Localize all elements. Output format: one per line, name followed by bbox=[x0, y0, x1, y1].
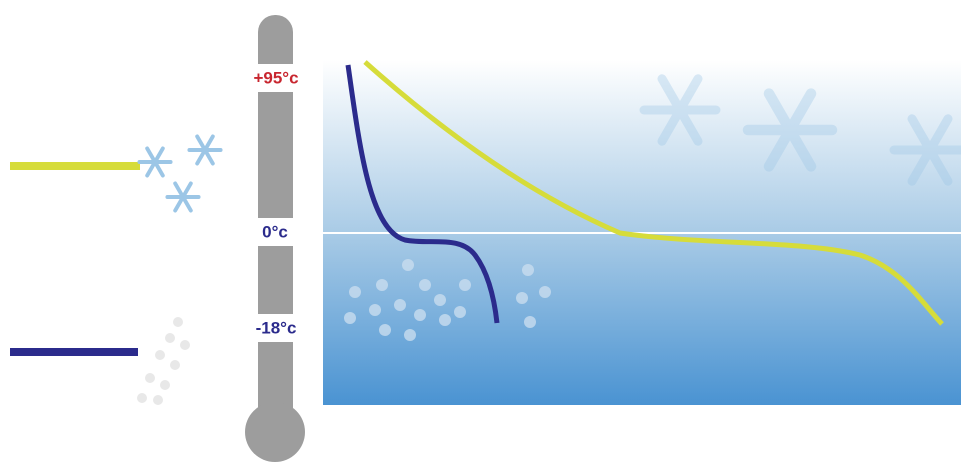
temp-label: -18°c bbox=[256, 318, 297, 337]
snowflakes bbox=[139, 136, 220, 210]
thermometer-bulb bbox=[245, 402, 305, 462]
page: +95°c 0°c -18°c (() => { const data = JS… bbox=[0, 0, 961, 464]
diagram: +95°c 0°c -18°c bbox=[0, 0, 961, 464]
temp-label: +95°c bbox=[253, 68, 298, 87]
pale-dots bbox=[137, 317, 190, 405]
temp-label: 0°c bbox=[262, 222, 288, 241]
